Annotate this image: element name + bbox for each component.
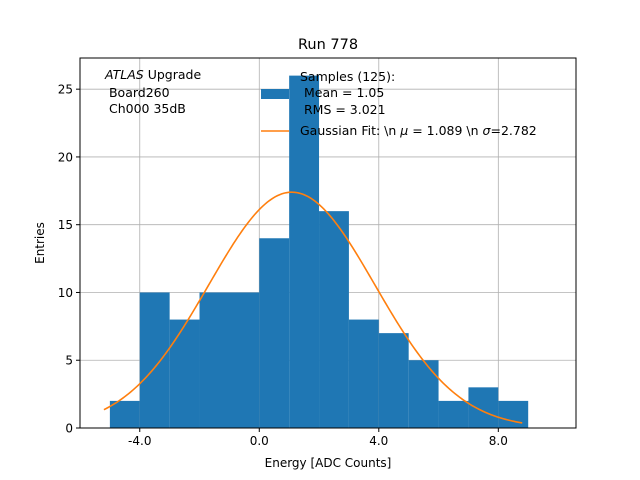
legend: Samples (125): Mean = 1.05 RMS = 3.021 G… bbox=[261, 69, 537, 138]
x-tick-label: 4.0 bbox=[369, 434, 388, 448]
histogram-bar bbox=[378, 333, 409, 428]
legend-samples-swatch bbox=[261, 89, 289, 99]
histogram-bar bbox=[408, 360, 439, 428]
x-axis-label: Energy [ADC Counts] bbox=[265, 456, 392, 470]
gaussian-fit bbox=[103, 191, 523, 424]
histogram-bar bbox=[319, 211, 349, 428]
plot-frame bbox=[79, 57, 577, 429]
histogram-bar bbox=[169, 319, 200, 428]
histogram-bar bbox=[348, 319, 379, 428]
x-tick-label: 0.0 bbox=[250, 434, 269, 448]
y-tick-label: 20 bbox=[58, 150, 73, 164]
histogram-bar bbox=[109, 400, 140, 428]
histogram-bar bbox=[438, 400, 469, 428]
histogram-bar bbox=[199, 292, 260, 428]
y-tick-label: 5 bbox=[65, 354, 73, 368]
legend-samples-line-1: Samples (125): bbox=[300, 69, 395, 84]
annotation-box: ATLAS Upgrade Board260 Ch000 35dB bbox=[104, 67, 201, 116]
histogram-bars bbox=[109, 75, 529, 428]
upgrade-label: Upgrade bbox=[144, 67, 202, 82]
y-tick-label: 10 bbox=[58, 286, 73, 300]
x-tick-label: 8.0 bbox=[489, 434, 508, 448]
chart-title: Run 778 bbox=[298, 37, 358, 53]
y-tick-label: 25 bbox=[58, 83, 73, 97]
histogram-bar bbox=[498, 400, 529, 428]
annotation-line-1: ATLAS Upgrade bbox=[104, 67, 201, 82]
histogram-bar bbox=[468, 387, 499, 428]
y-axis-label: Entries bbox=[33, 222, 47, 264]
histogram-bar bbox=[289, 75, 320, 428]
histogram-bar bbox=[139, 292, 170, 428]
y-tick-label: 15 bbox=[58, 218, 73, 232]
legend-samples-line-3: RMS = 3.021 bbox=[300, 102, 386, 117]
legend-fit-label: Gaussian Fit: \n μ = 1.089 \n σ=2.782 bbox=[300, 123, 537, 138]
atlas-label: ATLAS bbox=[104, 67, 144, 82]
annotation-line-2: Board260 bbox=[105, 85, 170, 100]
axis-ticks: -4.0 0.0 4.0 8.0 0 5 10 15 20 25 bbox=[58, 83, 508, 448]
y-tick-label: 0 bbox=[65, 422, 73, 436]
legend-samples-line-2: Mean = 1.05 bbox=[300, 85, 384, 100]
annotation-line-3: Ch000 35dB bbox=[105, 101, 186, 116]
x-tick-label: -4.0 bbox=[128, 434, 151, 448]
histogram-bar bbox=[259, 238, 290, 428]
gaussian-fit-line bbox=[103, 191, 523, 424]
